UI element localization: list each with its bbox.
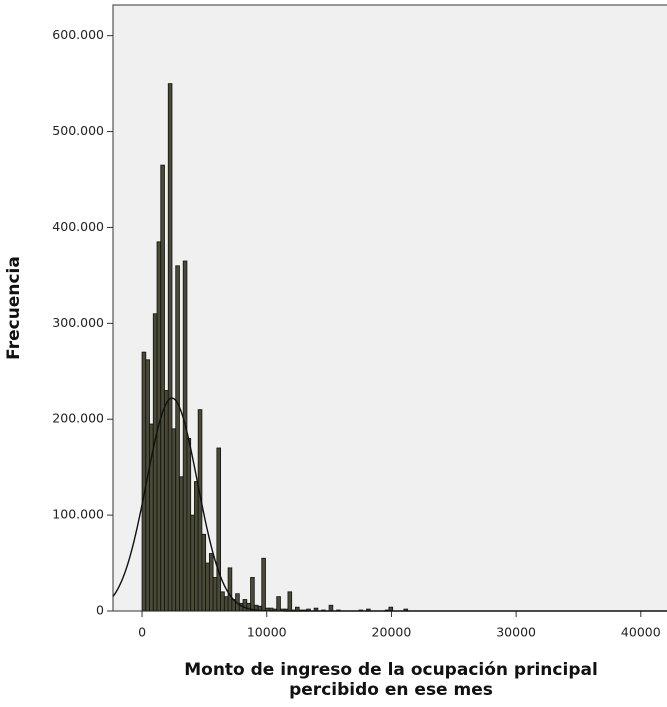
bar	[223, 596, 229, 612]
x-tick-label: 0	[138, 625, 146, 640]
y-tick-label: 200.000	[52, 411, 104, 426]
x-tick-label: 20000	[372, 625, 412, 640]
bar	[216, 447, 222, 612]
bar	[194, 481, 199, 612]
bar	[201, 533, 207, 612]
x-axis-label: Monto de ingreso de la ocupación princip…	[184, 660, 598, 680]
y-tick-label: 500.000	[52, 123, 104, 138]
bar	[276, 596, 281, 612]
bar	[182, 260, 188, 612]
bar	[212, 577, 218, 612]
bar	[179, 476, 184, 612]
bar	[175, 265, 180, 612]
plot-area	[112, 4, 667, 612]
bar	[287, 591, 293, 612]
bar	[205, 562, 210, 612]
bar	[227, 567, 233, 612]
bar	[328, 604, 334, 612]
bar	[186, 438, 192, 612]
bar	[261, 557, 266, 612]
bar	[190, 514, 195, 612]
bar	[197, 409, 203, 612]
x-tick-label: 40000	[621, 625, 661, 640]
bar	[160, 164, 165, 612]
bar	[220, 591, 225, 612]
bar	[152, 313, 158, 612]
bar	[171, 428, 177, 612]
y-tick-label: 400.000	[52, 219, 104, 234]
y-axis-label: Frecuencia	[4, 256, 24, 360]
bar	[208, 553, 214, 612]
y-tick-label: 0	[96, 603, 104, 618]
x-tick-label: 10000	[247, 625, 287, 640]
x-tick-label: 30000	[496, 625, 536, 640]
y-tick-label: 100.000	[52, 507, 104, 522]
normal-curve	[112, 397, 667, 612]
bar	[246, 602, 251, 612]
bar	[141, 351, 147, 612]
bar	[164, 390, 169, 612]
y-tick-label: 300.000	[52, 315, 104, 330]
bar	[167, 83, 173, 612]
bar	[250, 577, 255, 612]
y-tick-label: 600.000	[52, 27, 104, 42]
x-axis-label: percibido en ese mes	[289, 680, 493, 700]
bar	[242, 599, 248, 612]
